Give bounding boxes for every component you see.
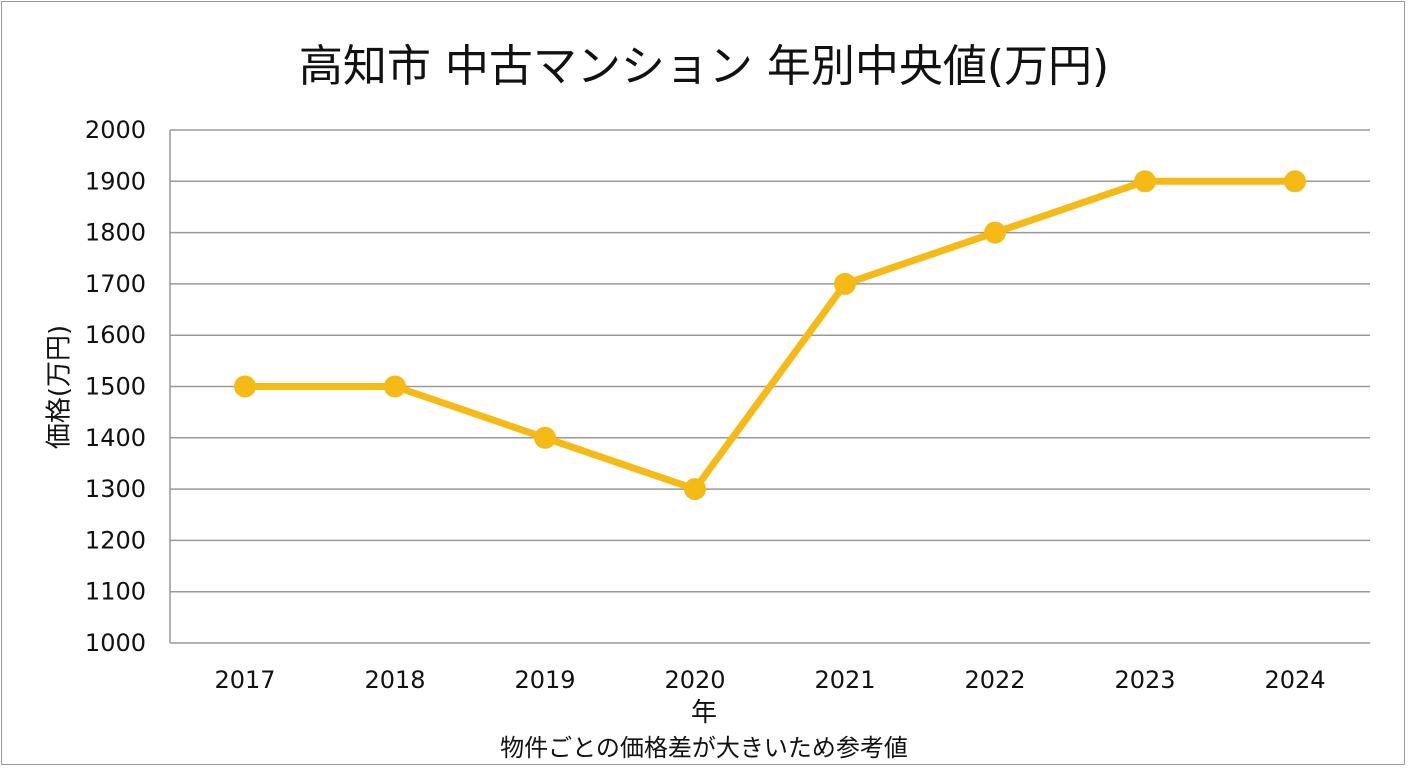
- x-axis-label: 年: [690, 698, 717, 728]
- data-point-2018: [384, 375, 406, 398]
- y-tick-labels: 1000 1100 1200 1300 1400 1500 1600 1700 1800 1900…: [85, 116, 146, 657]
- x-tick-label: 2022: [964, 666, 1025, 694]
- y-tick-label: 2000: [85, 116, 146, 144]
- data-point-2021: [834, 272, 856, 295]
- y-tick-label: 1700: [85, 270, 146, 298]
- chart-title: 高知市 中古マンション 年別中央値(万円): [298, 41, 1110, 92]
- data-point-2023: [1134, 170, 1156, 193]
- y-tick-label: 1300: [85, 475, 146, 503]
- x-tick-label: 2021: [814, 666, 875, 694]
- x-tick-label: 2018: [364, 666, 425, 694]
- chart-note: 物件ごとの価格差が大きいため参考値: [500, 734, 908, 762]
- x-tick-label: 2024: [1264, 666, 1325, 694]
- x-tick-label: 2023: [1114, 666, 1175, 694]
- y-tick-label: 1000: [85, 629, 146, 657]
- y-tick-label: 1100: [85, 578, 146, 606]
- y-tick-label: 1800: [85, 219, 146, 247]
- x-tick-label: 2020: [664, 666, 725, 694]
- series-line: [241, 177, 1299, 493]
- x-tick-label: 2019: [514, 666, 575, 694]
- x-tick-label: 2017: [214, 666, 275, 694]
- x-tick-labels: 2017 2018 2019 2020 2021 2022 2023 2024: [214, 666, 1325, 694]
- y-tick-label: 1400: [85, 424, 146, 452]
- data-point-2022: [984, 221, 1006, 244]
- data-point-2020: [684, 478, 706, 501]
- y-tick-label: 1600: [85, 321, 146, 349]
- y-tick-label: 1500: [85, 373, 146, 401]
- data-point-2017: [234, 375, 256, 398]
- y-tick-label: 1200: [85, 526, 146, 554]
- series-group: [234, 170, 1306, 501]
- gridlines: [169, 129, 1370, 644]
- y-tick-label: 1900: [85, 167, 146, 195]
- data-point-2024: [1284, 170, 1306, 193]
- data-point-2019: [534, 426, 556, 449]
